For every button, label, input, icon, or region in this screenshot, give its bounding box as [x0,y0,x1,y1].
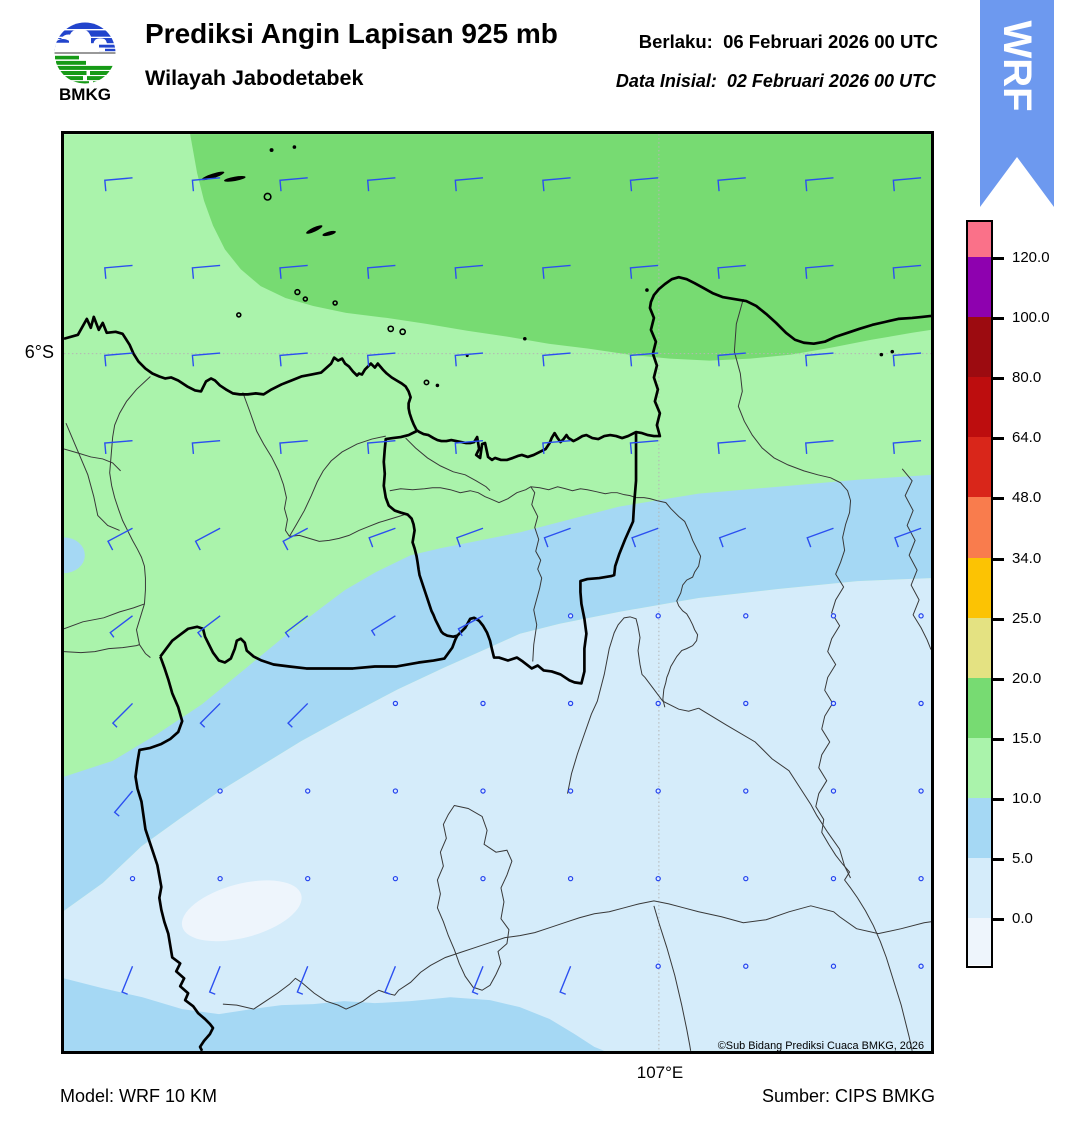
svg-text:WRF: WRF [995,20,1039,111]
svg-text:©Sub Bidang Prediksi Cuaca BMK: ©Sub Bidang Prediksi Cuaca BMKG, 2026 [718,1040,924,1051]
svg-text:BMKG: BMKG [59,85,111,102]
